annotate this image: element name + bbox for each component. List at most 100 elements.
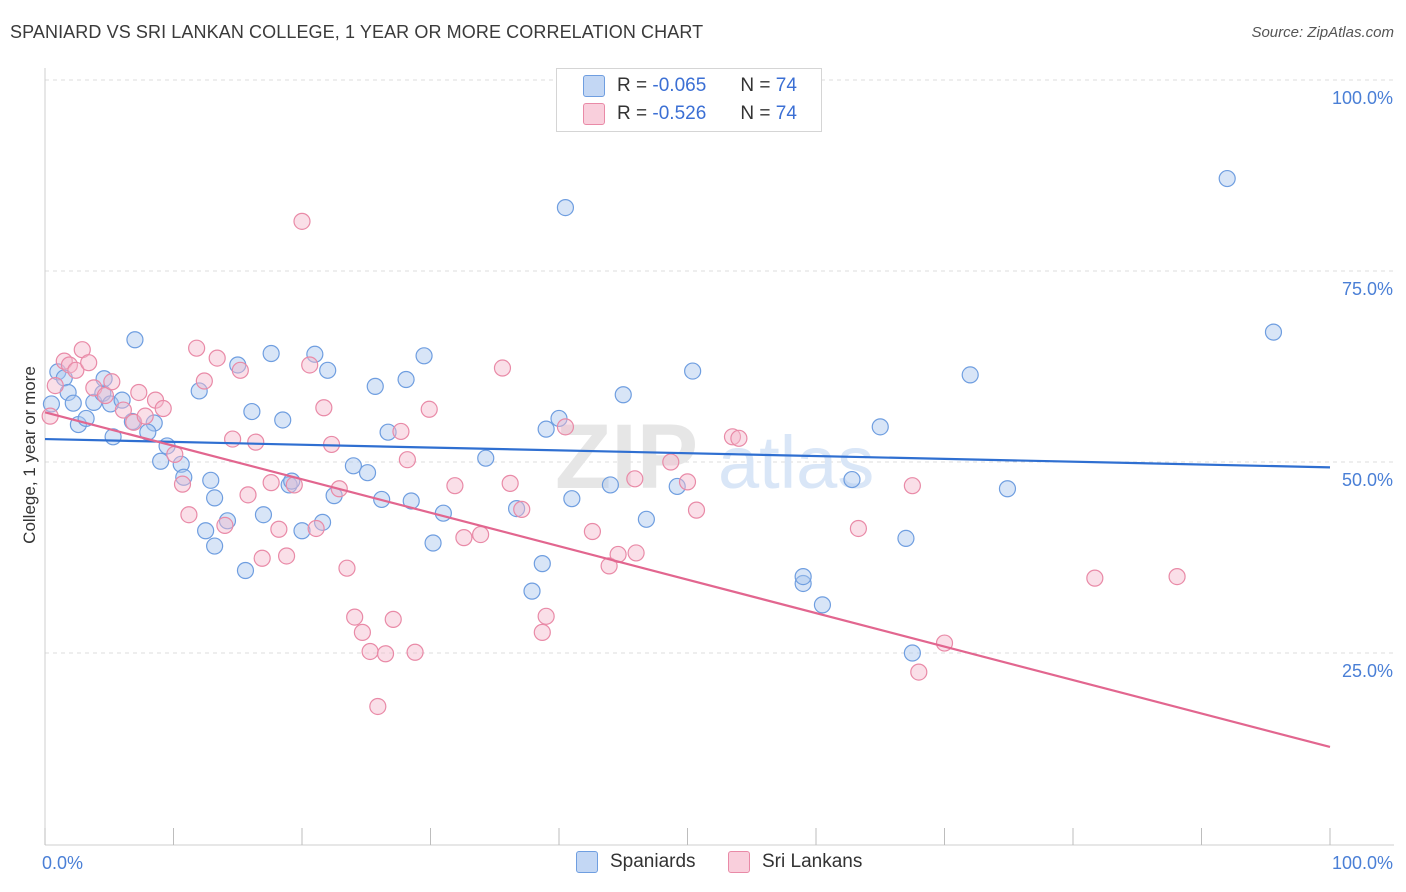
swatch-spaniards — [576, 851, 598, 873]
sri-lankans-point-63 — [662, 453, 680, 471]
series-legend: Spaniards Sri Lankans — [0, 851, 1406, 879]
sri-lankans-point-66 — [723, 428, 742, 446]
sri-lankans-point-35 — [315, 399, 333, 417]
spaniards-point-20 — [175, 468, 193, 486]
sri-lankans-point-10 — [114, 401, 132, 419]
legend-item-sri-lankans[interactable]: Sri Lankans — [728, 851, 862, 873]
sri-lankans-point-33 — [301, 356, 319, 374]
spaniards-point-42 — [402, 492, 420, 510]
sri-lankans-point-49 — [446, 477, 464, 495]
spaniards-point-68 — [1264, 323, 1283, 341]
spaniards-point-13 — [123, 412, 141, 431]
legend-n-label: N = — [740, 75, 771, 96]
spaniards-point-58 — [794, 574, 812, 593]
sri-lankans-point-54 — [513, 500, 531, 518]
spaniards-point-34 — [319, 361, 337, 379]
sri-lankans-point-30 — [277, 547, 296, 565]
sri-lankans-point-12 — [130, 383, 148, 402]
spaniards-point-64 — [903, 644, 921, 662]
sri-lankans-point-59 — [600, 557, 618, 575]
sri-lankans-point-65 — [687, 501, 706, 519]
sri-lankans-point-71 — [1086, 569, 1104, 587]
sri-lankans-point-16 — [166, 445, 184, 463]
spaniards-point-18 — [152, 452, 170, 470]
sri-lankans-point-32 — [293, 212, 311, 230]
spaniards-point-33 — [306, 345, 324, 363]
correlation-legend: R = -0.065 N = 74 R = -0.526 N = 74 — [556, 68, 822, 132]
spaniards-point-66 — [998, 480, 1017, 498]
x-tick-label-0: 0.0% — [42, 853, 83, 873]
chart-title: SPANIARD VS SRI LANKAN COLLEGE, 1 YEAR O… — [10, 22, 704, 42]
sri-lankans-point-6 — [80, 354, 98, 372]
spaniards-trend-line — [44, 437, 1331, 469]
legend-r-label: R = — [617, 75, 648, 96]
legend-n-value-sri-lankans: 74 — [775, 103, 797, 124]
spaniards-point-32 — [293, 522, 311, 540]
sri-lankans-point-18 — [180, 506, 198, 524]
sri-lankans-point-26 — [247, 433, 265, 451]
spaniards-point-56 — [668, 477, 686, 496]
spaniards-point-44 — [434, 504, 452, 522]
y-tick-label-25: 25.0% — [1342, 661, 1393, 681]
sri-lankans-point-69 — [903, 477, 921, 495]
sri-lankans-point-39 — [346, 608, 364, 626]
spaniards-point-47 — [523, 582, 541, 600]
sri-lankans-point-4 — [67, 361, 85, 379]
sri-lankans-point-13 — [136, 407, 154, 425]
sri-lankans-point-8 — [96, 386, 114, 405]
sri-lankans-points — [41, 212, 1186, 716]
spaniards-point-59 — [794, 567, 812, 586]
spaniards-point-35 — [313, 513, 332, 531]
spaniards-point-43 — [415, 347, 433, 365]
sri-lankans-point-62 — [627, 544, 645, 562]
sri-lankans-point-20 — [195, 372, 213, 390]
spaniards-point-65 — [961, 366, 979, 384]
legend-label-sri-lankans: Sri Lankans — [762, 851, 863, 872]
legend-swatch-sri-lankans — [583, 103, 605, 125]
y-tick-label-50: 50.0% — [1342, 470, 1393, 490]
spaniards-point-50 — [556, 198, 575, 217]
sri-lankans-point-51 — [472, 525, 490, 544]
y-tick-labels: 25.0% 50.0% 75.0% 100.0% — [1332, 88, 1393, 681]
spaniards-point-57 — [684, 362, 702, 380]
spaniards-point-27 — [243, 402, 261, 421]
sri-lankans-point-55 — [533, 623, 551, 641]
sri-lankans-point-53 — [501, 474, 519, 492]
spaniards-point-69 — [197, 522, 215, 540]
sri-lankans-point-34 — [307, 519, 325, 538]
legend-item-spaniards[interactable]: Spaniards — [576, 851, 696, 873]
sri-lankans-point-28 — [262, 474, 280, 492]
spaniards-point-55 — [601, 476, 620, 494]
spaniards-point-51 — [563, 490, 581, 508]
axes — [44, 68, 1394, 846]
sri-lankans-point-1 — [46, 377, 64, 395]
legend-n-value-spaniards: 74 — [775, 75, 797, 96]
spaniards-point-67 — [1218, 169, 1236, 188]
spaniards-point-63 — [897, 529, 915, 548]
watermark-zip: ZIP — [555, 406, 698, 508]
sri-lankans-point-15 — [154, 399, 172, 418]
spaniards-point-72 — [206, 537, 224, 555]
legend-row-spaniards: R = -0.065 N = 74 — [583, 75, 797, 97]
legend-swatch-spaniards — [583, 75, 605, 97]
sri-lankans-point-38 — [338, 559, 356, 577]
sri-lankans-point-67 — [730, 429, 748, 447]
x-tick-label-100: 100.0% — [1332, 853, 1393, 873]
spaniards-point-61 — [843, 470, 861, 489]
spaniards-point-26 — [236, 561, 255, 580]
sri-lankans-point-72 — [910, 663, 928, 681]
sri-lankans-point-27 — [253, 549, 271, 567]
legend-n-label: N = — [740, 103, 771, 124]
spaniards-point-37 — [344, 457, 362, 475]
legend-r-value-sri-lankans: -0.526 — [652, 103, 707, 124]
spaniards-point-38 — [366, 377, 384, 395]
legend-row-sri-lankans: R = -0.526 N = 74 — [583, 103, 797, 125]
sri-lankans-point-56 — [537, 607, 555, 625]
spaniards-point-54 — [637, 510, 655, 528]
spaniards-point-21 — [190, 382, 208, 400]
sri-lankans-point-19 — [188, 339, 206, 357]
sri-lankans-point-50 — [455, 529, 473, 547]
spaniards-point-60 — [813, 596, 832, 614]
spaniards-point-41 — [397, 370, 415, 389]
sri-lankans-point-73 — [1168, 567, 1186, 586]
